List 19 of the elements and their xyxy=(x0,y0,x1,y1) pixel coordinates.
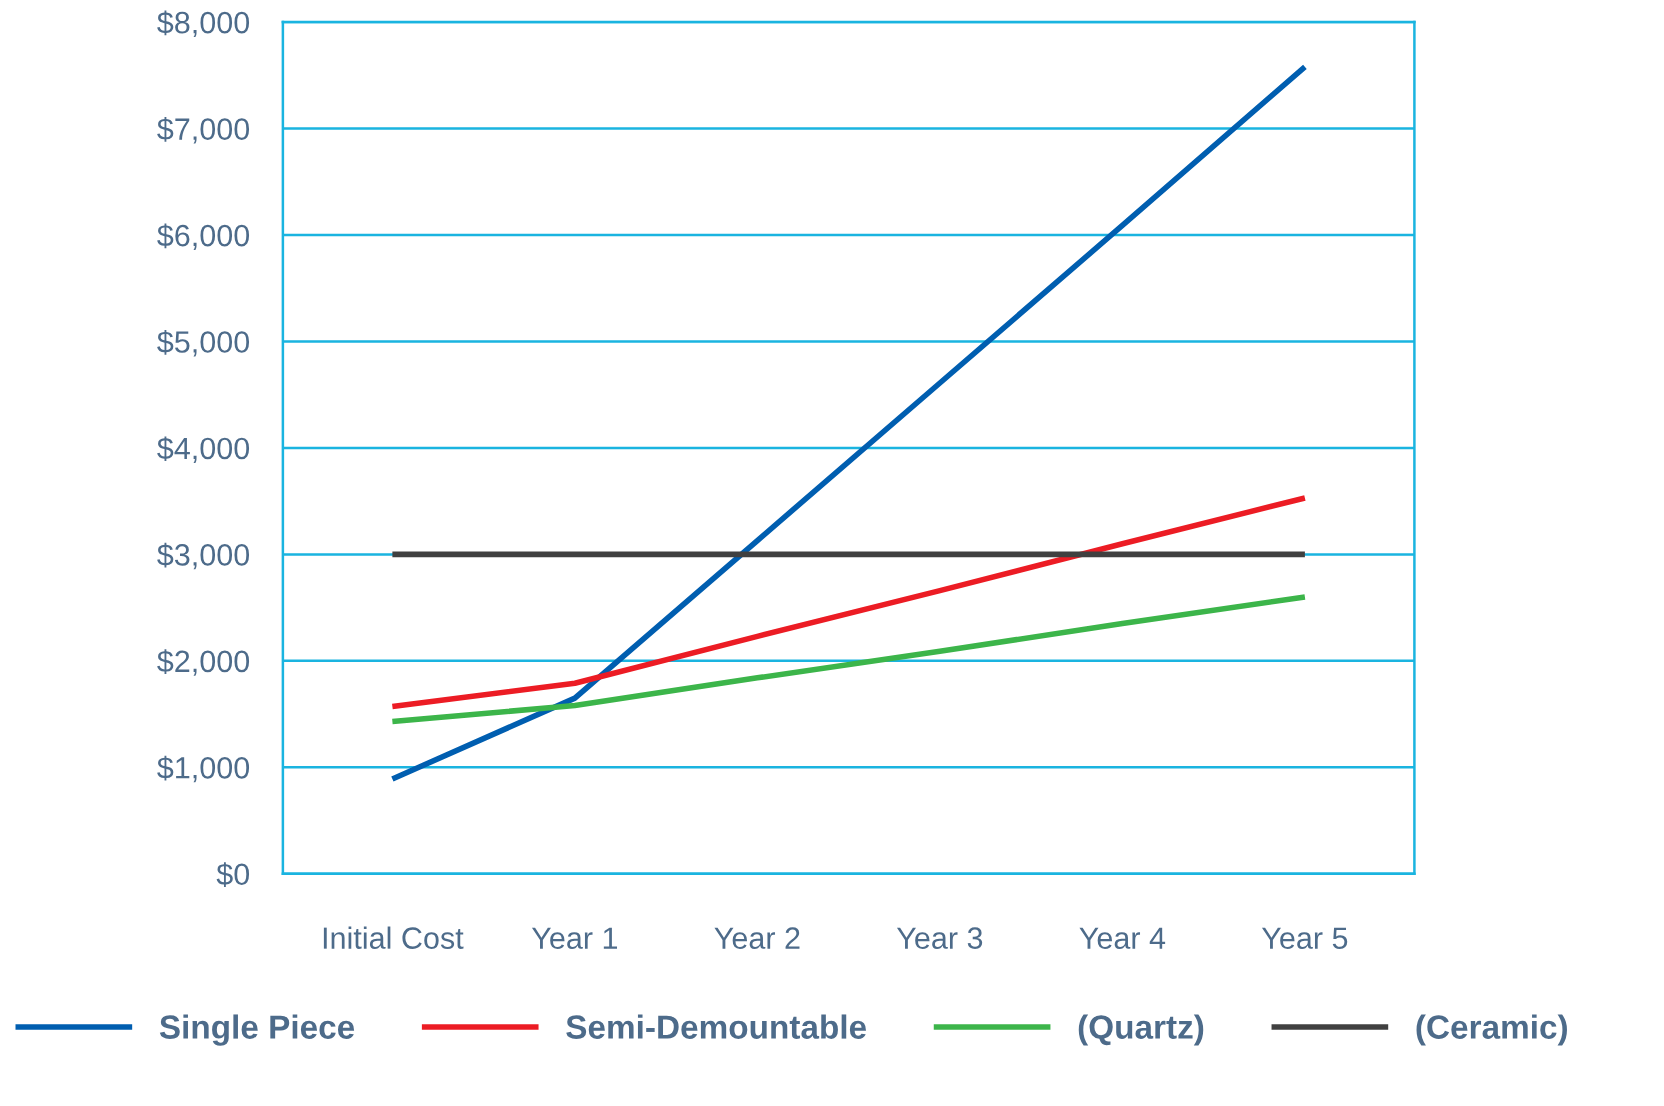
y-tick-label: $2,000 xyxy=(157,649,250,676)
y-tick-label: $3,000 xyxy=(157,542,250,570)
y-tick-label: $4,000 xyxy=(157,436,250,463)
legend-label: Semi-Demountable xyxy=(566,1014,866,1039)
y-tick-label: $7,000 xyxy=(157,117,250,144)
legend-label: (Quartz) xyxy=(1078,1014,1204,1046)
x-tick-label: Year 3 xyxy=(896,927,983,949)
legend-label: Single Piece xyxy=(159,1014,355,1046)
x-tick-label: Year 2 xyxy=(714,927,800,949)
legend-label: (Ceramic) xyxy=(1416,1014,1567,1046)
y-tick-label: $1,000 xyxy=(157,755,250,783)
x-tick-label: Year 1 xyxy=(531,927,618,949)
y-tick-label: $5,000 xyxy=(157,329,250,357)
y-tick-label: $0 xyxy=(216,862,250,887)
x-tick-label: Year 4 xyxy=(1079,927,1166,949)
x-tick-label: Initial Cost xyxy=(323,926,464,949)
y-tick-label: $8,000 xyxy=(157,10,250,38)
x-tick-label: Year 5 xyxy=(1261,927,1348,949)
y-tick-label: $6,000 xyxy=(157,223,250,251)
